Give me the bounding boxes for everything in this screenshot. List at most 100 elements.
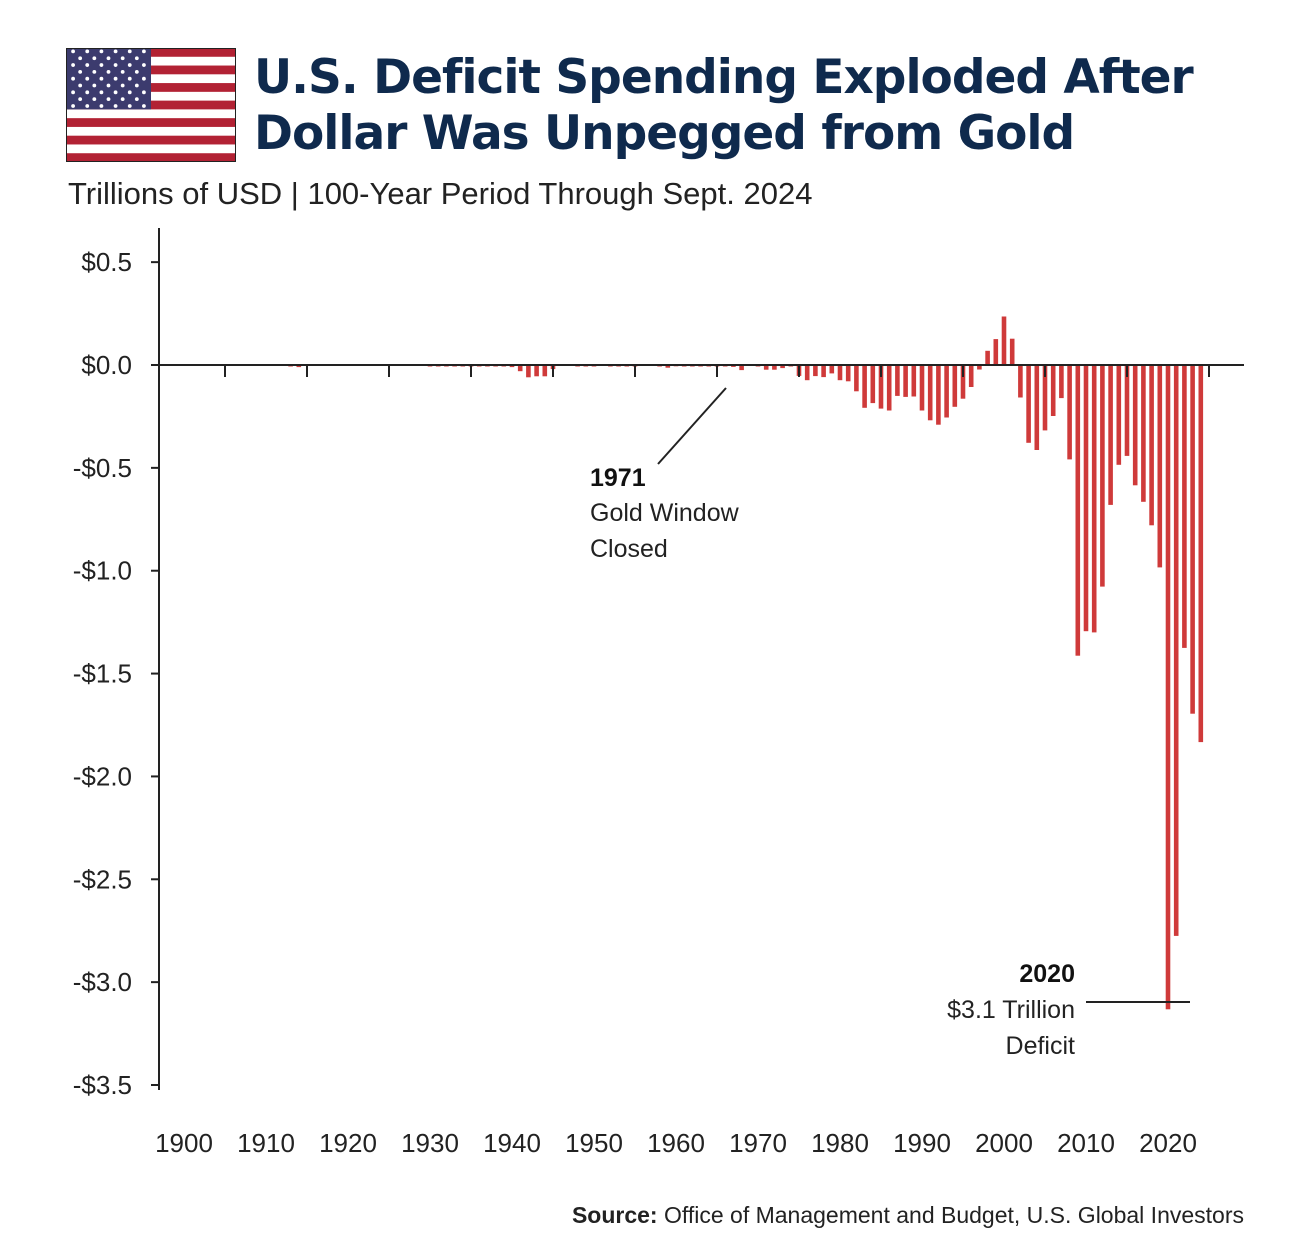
- y-tick-label: $0.5: [81, 247, 132, 277]
- bar-1972: [772, 365, 777, 370]
- x-tick-label: 2020: [1139, 1128, 1197, 1158]
- bar-2006: [1050, 365, 1056, 416]
- bar-1992: [936, 365, 941, 425]
- annotation-2020: 2020 $3.1 Trillion Deficit: [947, 960, 1190, 1060]
- bar-2024: [1198, 365, 1204, 743]
- bar-2018: [1149, 365, 1154, 526]
- bar-1973: [780, 365, 785, 369]
- bar-2017: [1141, 365, 1146, 502]
- bar-1995: [960, 365, 966, 399]
- y-tick-label: -$2.5: [73, 864, 132, 894]
- x-tick-label: 1940: [483, 1128, 541, 1158]
- bar-1991: [927, 365, 933, 421]
- bar-1986: [886, 365, 892, 411]
- bar-1943: [534, 365, 539, 377]
- y-tick-label: -$1.0: [73, 556, 132, 586]
- bar-1971: [763, 365, 769, 370]
- annotation-2020-year: 2020: [1019, 960, 1075, 988]
- bar-2008: [1067, 365, 1072, 460]
- bar-1982: [854, 365, 859, 392]
- bar-2003: [1026, 365, 1031, 443]
- x-tick-label: 1900: [155, 1128, 213, 1158]
- bar-2001: [1009, 338, 1015, 365]
- x-tick-label: 1950: [565, 1128, 623, 1158]
- bar-1989: [911, 365, 917, 397]
- bar-2011: [1091, 365, 1097, 633]
- us-flag-icon: [66, 48, 236, 162]
- bar-2015: [1124, 365, 1130, 456]
- y-tick-label: -$0.5: [73, 453, 132, 483]
- x-tick-label: 2000: [975, 1128, 1033, 1158]
- y-tick-label: -$3.5: [73, 1070, 132, 1100]
- bar-1980: [837, 365, 843, 381]
- chart-title: U.S. Deficit Spending Exploded After Dol…: [254, 50, 1284, 162]
- bar-2009: [1075, 365, 1081, 656]
- bar-1979: [829, 365, 835, 374]
- x-tick-label: 1920: [319, 1128, 377, 1158]
- annotation-1971-line-2: Closed: [590, 535, 668, 563]
- bar-2005: [1042, 365, 1048, 431]
- annotation-2020-line-2: Deficit: [1006, 1032, 1076, 1060]
- chart-subtitle: Trillions of USD | 100-Year Period Throu…: [68, 176, 813, 211]
- x-tick-label: 1910: [237, 1128, 295, 1158]
- bar-1987: [895, 365, 900, 396]
- x-tick-label: 1960: [647, 1128, 705, 1158]
- bar-2002: [1018, 365, 1023, 398]
- annotation-1971-line-1: Gold Window: [590, 499, 740, 527]
- bar-1968: [739, 365, 744, 371]
- bar-2004: [1034, 365, 1040, 450]
- bar-1994: [952, 365, 958, 407]
- bar-1984: [870, 365, 876, 404]
- bar-2010: [1083, 365, 1089, 632]
- bar-1959: [665, 365, 671, 368]
- deficit-bar-chart: $0.5 $0.0 -$0.5 -$1.0 -$1.5 -$2.0 -$2.5 -$3.0 -$…: [73, 228, 1244, 1158]
- bar-2022: [1182, 365, 1187, 648]
- bar-1914: [296, 365, 302, 368]
- bar-1998: [985, 350, 990, 365]
- source-note: Source: Office of Management and Budget,…: [572, 1202, 1244, 1229]
- chart-title-line-2: Dollar Was Unpegged from Gold: [254, 106, 1075, 161]
- bar-1941: [517, 365, 523, 372]
- bar-2019: [1157, 365, 1163, 568]
- bar-1981: [845, 365, 851, 382]
- y-tick-label: $0.0: [81, 350, 132, 380]
- x-tick-label: 2010: [1057, 1128, 1115, 1158]
- bar-1944: [542, 365, 548, 377]
- chart-title-line-1: U.S. Deficit Spending Exploded After: [254, 50, 1194, 105]
- annotation-1971-year: 1971: [590, 464, 646, 492]
- annotation-2020-line-1: $3.1 Trillion: [947, 996, 1075, 1024]
- bar-2014: [1116, 365, 1122, 465]
- bar-1990: [919, 365, 925, 411]
- bar-1996: [968, 365, 974, 387]
- bar-1940: [509, 365, 515, 368]
- bar-2012: [1100, 365, 1105, 587]
- bar-1999: [993, 339, 999, 365]
- annotation-1971-leader: [657, 387, 727, 465]
- bar-1976: [804, 365, 810, 381]
- bar-2007: [1059, 365, 1064, 399]
- bar-2020: [1165, 365, 1171, 1010]
- bar-1942: [526, 365, 531, 378]
- y-tick-label: -$2.0: [73, 761, 132, 791]
- source-text: Office of Management and Budget, U.S. Gl…: [663, 1202, 1244, 1228]
- y-tick-label: -$1.5: [73, 659, 132, 689]
- y-tick-label: -$3.0: [73, 967, 132, 997]
- bar-1985: [878, 365, 884, 409]
- x-tick-label: 1990: [893, 1128, 951, 1158]
- bar-1997: [977, 365, 982, 370]
- x-tick-label: 1970: [729, 1128, 787, 1158]
- annotation-1971: 1971 Gold Window Closed: [590, 387, 740, 563]
- bar-2000: [1001, 316, 1007, 365]
- bar-1978: [821, 365, 826, 378]
- bar-1983: [862, 365, 867, 408]
- bar-1977: [813, 365, 818, 377]
- source-label: Source:: [571, 1202, 658, 1228]
- bar-2013: [1108, 365, 1113, 505]
- x-tick-label: 1930: [401, 1128, 459, 1158]
- bar-1993: [944, 365, 949, 418]
- axes-group: $0.5 $0.0 -$0.5 -$1.0 -$1.5 -$2.0 -$2.5 -$3.0 -$…: [73, 228, 1244, 1158]
- bar-2023: [1190, 365, 1195, 714]
- bar-2021: [1173, 365, 1179, 936]
- bar-1988: [903, 365, 908, 397]
- bar-group: [288, 316, 1204, 1010]
